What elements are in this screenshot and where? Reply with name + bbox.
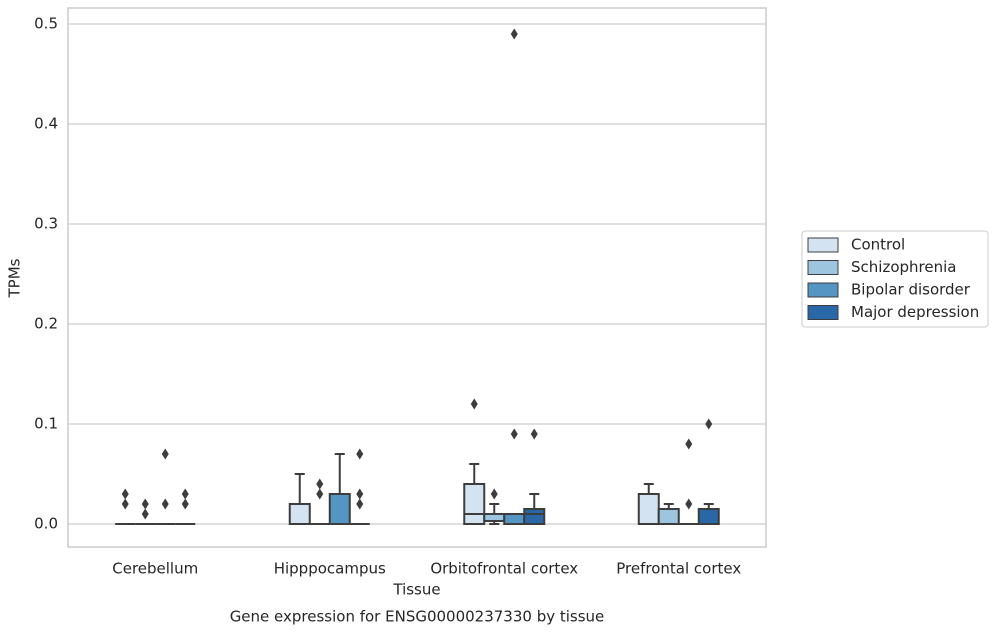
legend-label: Major depression [851, 303, 979, 321]
x-tick-label: Orbitofrontal cortex [430, 560, 578, 578]
outlier [530, 428, 538, 440]
box [697, 508, 720, 525]
y-tick-label: 0.0 [34, 515, 58, 533]
x-tick-label: Hipppocampus [274, 560, 386, 578]
x-tick-label: Cerebellum [112, 560, 198, 578]
outlier [121, 498, 129, 510]
legend-swatch [807, 260, 839, 275]
x-axis-label: Tissue [392, 581, 440, 599]
outlier [356, 488, 364, 500]
outlier [490, 488, 498, 500]
box [637, 493, 660, 525]
outlier [356, 498, 364, 510]
outlier [181, 488, 189, 500]
outlier [161, 448, 169, 460]
plot-frame [67, 7, 767, 548]
outlier [161, 498, 169, 510]
y-tick-label: 0.5 [34, 15, 58, 33]
box [483, 513, 506, 522]
chart-title: Gene expression for ENSG00000237330 by t… [230, 608, 605, 626]
outlier [510, 428, 518, 440]
box [328, 493, 351, 525]
box [288, 503, 311, 525]
x-tick-label: Prefrontal cortex [616, 560, 741, 578]
box [657, 508, 680, 525]
box [503, 513, 526, 525]
y-tick-label: 0.4 [34, 115, 58, 133]
y-axis-label: TPMs [6, 258, 24, 298]
legend-swatch [807, 305, 839, 320]
y-tick-label: 0.2 [34, 315, 58, 333]
outlier [356, 448, 364, 460]
legend-swatch [807, 282, 839, 298]
outlier [141, 508, 149, 520]
outlier [685, 438, 693, 450]
outlier [685, 498, 693, 510]
outlier [705, 418, 713, 430]
outlier [181, 498, 189, 510]
y-tick-label: 0.1 [34, 415, 58, 433]
outlier [141, 498, 149, 510]
y-tick-label: 0.3 [34, 215, 58, 233]
outlier [470, 398, 478, 410]
box [463, 483, 486, 525]
outlier [316, 478, 324, 490]
legend-label: Control [851, 236, 905, 254]
legend-label: Schizophrenia [851, 258, 956, 276]
legend-swatch [807, 237, 839, 253]
legend-label: Bipolar disorder [851, 281, 971, 299]
outlier [121, 488, 129, 500]
legend [801, 230, 989, 328]
box [523, 508, 546, 525]
outlier [510, 28, 518, 40]
outlier [316, 488, 324, 500]
